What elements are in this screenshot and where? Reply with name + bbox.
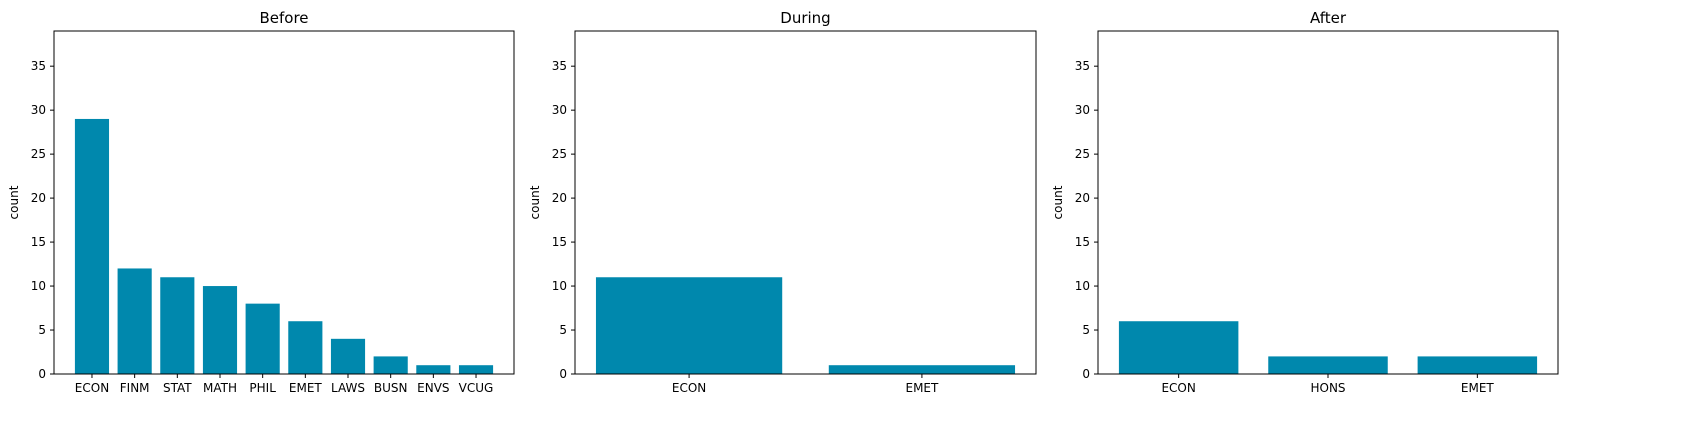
y-tick-label: 15 <box>552 235 567 249</box>
y-tick-label: 5 <box>559 323 567 337</box>
x-tick-label-laws: LAWS <box>331 381 365 395</box>
y-axis-label: count <box>528 185 542 219</box>
plot-frame <box>53 30 515 375</box>
y-tick-label: 0 <box>1082 367 1090 381</box>
bar-emet <box>288 321 323 374</box>
y-tick-label: 35 <box>31 59 46 73</box>
x-tick-label-emet: EMET <box>289 381 323 395</box>
x-tick-label-envs: ENVS <box>417 381 449 395</box>
chart-panel-before: 0 5 10 15 20 25 30 35 ECON FINM STAT MATH PHIL EMET LA… <box>7 9 515 395</box>
chart-title: During <box>780 9 830 27</box>
y-tick-label: 5 <box>38 323 46 337</box>
y-tick-label: 10 <box>552 279 567 293</box>
bar-econ <box>74 118 110 374</box>
bar-econ <box>595 277 783 374</box>
y-tick-label: 10 <box>1075 279 1090 293</box>
y-tick-label: 25 <box>31 147 46 161</box>
y-tick-label: 25 <box>552 147 567 161</box>
y-tick-label: 0 <box>559 367 567 381</box>
bar-emet <box>1417 356 1538 374</box>
x-tick-label-vcug: VCUG <box>459 381 494 395</box>
bar-math <box>202 286 238 374</box>
bar-vcug <box>458 365 494 374</box>
x-tick-label-emet: EMET <box>1461 381 1495 395</box>
y-tick-label: 25 <box>1075 147 1090 161</box>
x-tick-label-finm: FINM <box>120 381 150 395</box>
x-tick-label-econ: ECON <box>75 381 109 395</box>
y-tick-label: 30 <box>1075 103 1090 117</box>
y-tick-label: 20 <box>1075 191 1090 205</box>
x-tick-label-math: MATH <box>203 381 237 395</box>
x-tick-label-hons: HONS <box>1310 381 1345 395</box>
x-tick-label-econ: ECON <box>1161 381 1195 395</box>
bar-envs <box>416 365 451 374</box>
x-tick-label-emet: EMET <box>905 381 939 395</box>
y-tick-label: 15 <box>1075 235 1090 249</box>
plot-frame <box>574 30 1037 375</box>
bar-econ <box>1118 321 1239 374</box>
bar-phil <box>245 303 280 374</box>
chart-panel-during: 0 5 10 15 20 25 30 35 ECON EMET During count <box>528 9 1037 395</box>
y-tick-label: 10 <box>31 279 46 293</box>
y-tick-label: 30 <box>31 103 46 117</box>
y-tick-label: 30 <box>552 103 567 117</box>
bar-emet <box>828 365 1016 374</box>
y-tick-label: 5 <box>1082 323 1090 337</box>
y-tick-label: 35 <box>1075 59 1090 73</box>
y-tick-label: 35 <box>552 59 567 73</box>
chart-panel-after: 0 5 10 15 20 25 30 35 ECON HONS EMET After count <box>1051 9 1559 395</box>
y-tick-label: 15 <box>31 235 46 249</box>
x-tick-label-econ: ECON <box>672 381 706 395</box>
bar-laws <box>330 338 366 374</box>
y-tick-label: 20 <box>552 191 567 205</box>
chart-title: After <box>1310 9 1347 27</box>
x-tick-label-phil: PHIL <box>249 381 276 395</box>
bar-finm <box>117 268 152 374</box>
y-axis-label: count <box>7 185 21 219</box>
y-tick-label: 0 <box>38 367 46 381</box>
x-tick-label-busn: BUSN <box>374 381 408 395</box>
x-tick-label-stat: STAT <box>163 381 192 395</box>
y-axis-label: count <box>1051 185 1065 219</box>
bar-stat <box>160 277 195 374</box>
bar-busn <box>373 356 408 374</box>
y-tick-label: 20 <box>31 191 46 205</box>
bar-hons <box>1268 356 1388 374</box>
chart-title: Before <box>259 9 308 27</box>
